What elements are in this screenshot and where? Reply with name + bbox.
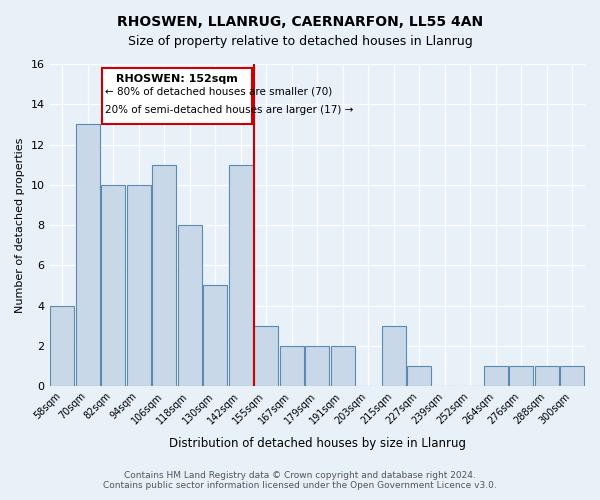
Bar: [127, 185, 151, 386]
Bar: [76, 124, 100, 386]
Bar: [509, 366, 533, 386]
Text: 20% of semi-detached houses are larger (17) →: 20% of semi-detached houses are larger (…: [105, 106, 353, 116]
Bar: [407, 366, 431, 386]
Bar: [280, 346, 304, 386]
Text: Contains HM Land Registry data © Crown copyright and database right 2024.
Contai: Contains HM Land Registry data © Crown c…: [103, 470, 497, 490]
Bar: [535, 366, 559, 386]
Bar: [331, 346, 355, 386]
Bar: [152, 164, 176, 386]
X-axis label: Distribution of detached houses by size in Llanrug: Distribution of detached houses by size …: [169, 437, 466, 450]
Bar: [50, 306, 74, 386]
Bar: [484, 366, 508, 386]
Bar: [560, 366, 584, 386]
Bar: [203, 286, 227, 386]
Text: ← 80% of detached houses are smaller (70): ← 80% of detached houses are smaller (70…: [105, 86, 332, 96]
Text: RHOSWEN, LLANRUG, CAERNARFON, LL55 4AN: RHOSWEN, LLANRUG, CAERNARFON, LL55 4AN: [117, 15, 483, 29]
Bar: [382, 326, 406, 386]
Bar: [178, 225, 202, 386]
Bar: [101, 185, 125, 386]
Bar: [305, 346, 329, 386]
Text: Size of property relative to detached houses in Llanrug: Size of property relative to detached ho…: [128, 35, 472, 48]
Y-axis label: Number of detached properties: Number of detached properties: [15, 138, 25, 312]
Text: RHOSWEN: 152sqm: RHOSWEN: 152sqm: [116, 74, 238, 84]
Bar: [229, 164, 253, 386]
Bar: [254, 326, 278, 386]
FancyBboxPatch shape: [102, 68, 252, 124]
